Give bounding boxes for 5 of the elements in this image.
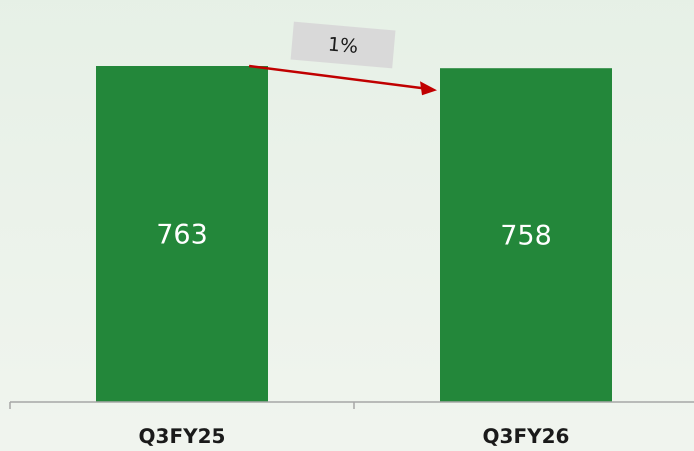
- x-tick-label: Q3FY26: [482, 424, 570, 448]
- data-label: 758: [500, 220, 552, 252]
- data-label: 763: [156, 219, 208, 250]
- x-tick-label: Q3FY25: [138, 424, 226, 448]
- text: 1%: [327, 33, 359, 58]
